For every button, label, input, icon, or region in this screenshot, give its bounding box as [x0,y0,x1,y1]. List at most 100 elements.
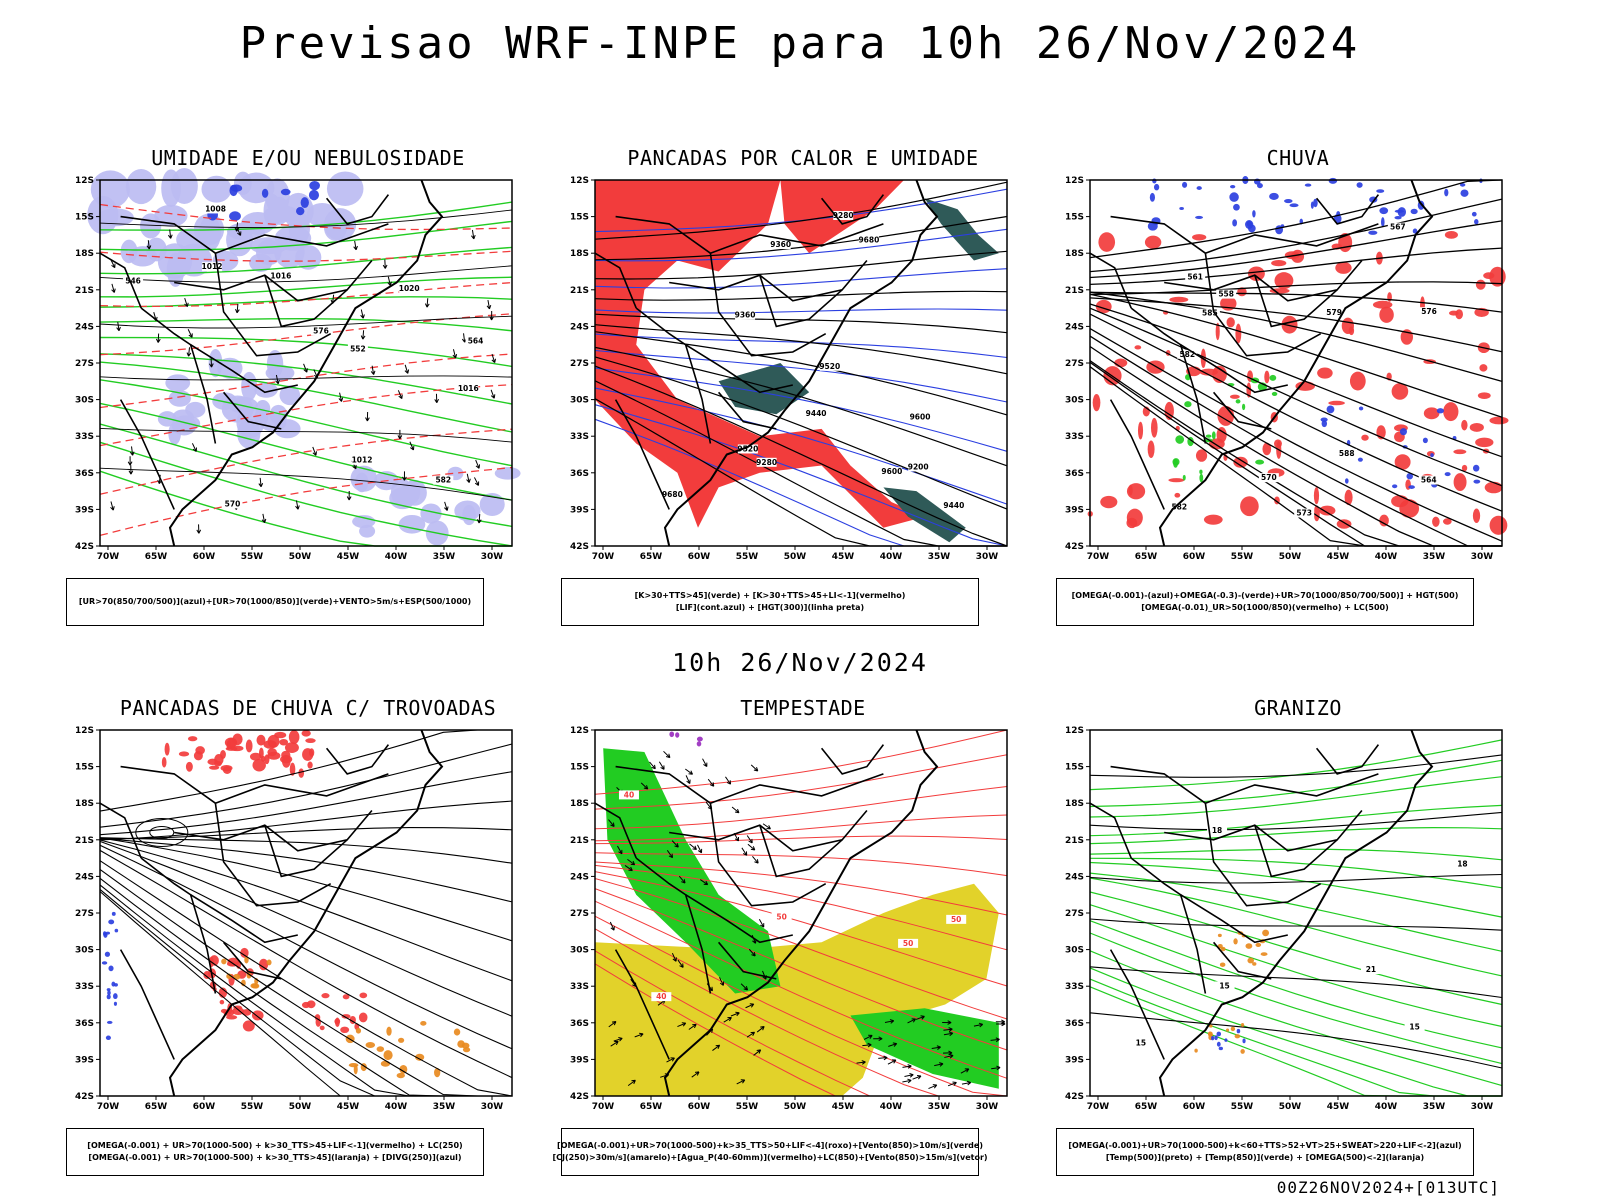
lat-tick-label: 33S [1065,432,1084,442]
omega500-area-orange [1194,1048,1198,1053]
omega-strong-green [1172,458,1180,466]
wind850-vector [934,1062,944,1067]
lon-tick-label: 55W [1231,552,1254,562]
omega500-area-orange [1252,962,1257,966]
rain-area-red [1348,326,1355,336]
hail-area-blue [1224,1038,1228,1042]
wind-vector [452,349,458,359]
lon-tick-label: 65W [640,552,663,562]
map-background [1090,730,1502,1096]
panel-trovoadas: PANCADAS DE CHUVA C/ TROVOADAS 12S 15S 18S… [50,696,520,1176]
wind850-vector [990,1037,1000,1043]
thunderstorm-area-red [242,1020,255,1032]
lon-tick-label: 60W [688,552,711,562]
wind-vector [404,364,410,374]
rain-area-red [1313,505,1320,522]
contour-label: 558 [1218,290,1234,299]
panel-granizo: GRANIZO 15 15 18 15 18 21 12S 15S 18S 21S 24S 27S 30… [1040,696,1510,1176]
wind-vector [489,311,494,321]
lon-tick-label: 60W [193,1102,216,1112]
thunderstorm-area-red [306,1000,316,1009]
lon-tick-label: 65W [1135,1102,1158,1112]
lon-tick-label: 65W [145,552,168,562]
omega500-area-orange [1219,962,1226,967]
wind850-vector [685,768,694,775]
humidity-mid-area [479,492,505,516]
wind850-vector [663,750,671,759]
humidity-mid-area [352,515,376,529]
state-border [594,252,637,309]
rain-area-red [1472,508,1481,523]
contour-label-bg [1360,965,1381,975]
wind850-vector [719,977,725,986]
thunderstorm-area-red [301,730,311,737]
wind-vector [444,501,449,511]
state-border [717,941,777,980]
lat-tick-label: 12S [1065,726,1084,736]
contour-label-bg [1177,349,1198,359]
lon-tick-label: 50W [289,1102,312,1112]
omega-area-blue [1195,215,1204,219]
thunderstorm-area-red [219,999,225,1005]
wind-vector [275,374,280,385]
lon-tick-label: 55W [736,1102,759,1112]
thunderstorm-area-red [227,957,240,967]
thunderstorm-area-orange [355,1027,362,1034]
thunderstorm-area-red [267,748,277,757]
temp850-contour [1089,877,1503,977]
omega500-area-orange [1240,1048,1245,1054]
streamline-vortex [149,825,175,839]
rain-area-red [1319,505,1336,516]
wind850-vector [730,1011,740,1017]
state-border [1130,307,1207,444]
contour-label: 18 [1457,860,1467,869]
thunderstorm-area-orange [399,1064,408,1074]
legend-line: [LIF](cont.azul) + [HGT(300)](linha pret… [675,603,865,612]
contour-label: 1016 [270,271,291,280]
omega-area-blue [1321,420,1328,428]
rain-area-red [1379,514,1389,527]
humidity-mid-area [212,392,238,410]
rain-area-red [1199,368,1218,376]
contour-label: 585 [1202,309,1218,318]
contour-label: 15 [1136,1038,1146,1047]
contour-label: 1016 [458,384,479,393]
state-border [669,809,868,852]
omega-area-blue [1313,198,1318,208]
rain-area-red [1144,235,1162,249]
lon-tick-label: 50W [1279,552,1302,562]
contour-label: 570 [1261,473,1277,482]
precipitable-water-contour [594,835,1008,845]
lat-tick-label: 24S [75,322,94,332]
unstable-area-red [595,180,925,528]
thunderstorm-area-orange [244,956,249,964]
panel-tempestade: TEMPESTADE 50 40 50 40 50 12S 15S 18S 21S 24S 27S 3… [545,696,1015,1176]
low-level-humidity-contour [99,317,513,332]
lat-tick-label: 39S [570,1055,589,1065]
lon-tick-label: 40W [880,552,903,562]
lat-tick-label: 36S [1065,469,1084,479]
rain-area-red [1240,496,1259,517]
omega-strong-green [1211,431,1216,440]
coastline [1158,179,1434,547]
wind-vector [471,229,476,240]
precipitable-water-contour [594,861,1008,916]
state-border [1110,215,1379,255]
wind850-vector [678,875,686,884]
lat-tick-label: 33S [75,432,94,442]
panel-chuva: CHUVA 588 582 576 570 564 561 558 567 573 579 585 5… [1040,146,1510,626]
streamline-250 [99,837,513,942]
rain-area-red [1336,519,1352,529]
omega500-area-orange [1225,1028,1230,1032]
wind-vector [258,477,264,488]
lat-tick-label: 15S [570,763,589,773]
wind850-vector [888,1042,898,1047]
wind850-vector [904,1073,914,1078]
lat-tick-label: 18S [75,799,94,809]
lon-tick-label: 30W [976,1102,999,1112]
contour-label: 40 [624,790,634,799]
temp850-contour [1089,804,1503,837]
state-border [120,215,389,255]
thunderstorm-area-red [252,758,266,772]
lon-tick-label: 60W [1183,1102,1206,1112]
